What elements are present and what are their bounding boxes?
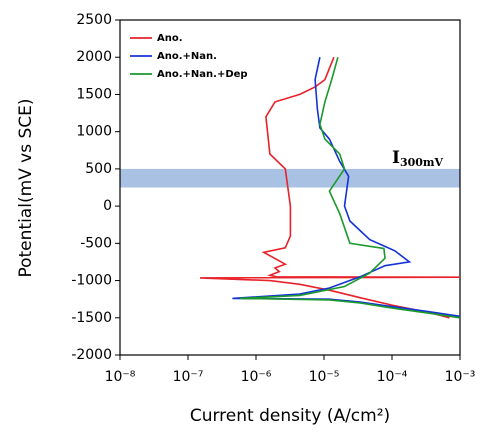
y-axis-title: Potential(mV vs SCE)	[16, 98, 36, 277]
y-tick-label: 2500	[76, 12, 112, 28]
plot-frame	[119, 19, 461, 356]
legend-label: Ano.	[157, 33, 183, 44]
x-tick-label: 10⁻³	[445, 369, 476, 385]
y-tick-label: -1000	[71, 273, 112, 289]
y-tick-label: -1500	[71, 310, 112, 326]
legend-label: Ano.+Nan.	[157, 51, 217, 62]
annotation-subscript: 300mV	[400, 156, 444, 169]
x-tick-label: 10⁻⁶	[241, 369, 272, 385]
x-tick-label: 10⁻⁴	[377, 369, 408, 385]
x-axis-title: Current density (A/cm²)	[190, 406, 390, 426]
x-tick-label: 10⁻⁸	[105, 369, 136, 385]
y-tick-label: -2000	[71, 347, 112, 363]
legend-label: Ano.+Nan.+Dep	[157, 69, 248, 80]
y-tick-label: 2000	[76, 49, 112, 65]
y-tick-label: -500	[80, 235, 112, 251]
legend: Ano. Ano.+Nan. Ano.+Nan.+Dep	[130, 33, 248, 80]
band	[120, 168, 460, 188]
x-tick-label: 10⁻⁵	[309, 369, 340, 385]
series-line	[239, 56, 461, 319]
x-tick-label: 10⁻⁷	[173, 369, 204, 385]
y-tick-label: 1000	[76, 124, 112, 140]
y-tick-label: 500	[85, 161, 112, 177]
y-tick-label: 1500	[76, 86, 112, 102]
annotation-main: I	[392, 148, 400, 168]
annotation: I300mV	[392, 148, 444, 170]
y-tick-label: 0	[103, 198, 112, 214]
